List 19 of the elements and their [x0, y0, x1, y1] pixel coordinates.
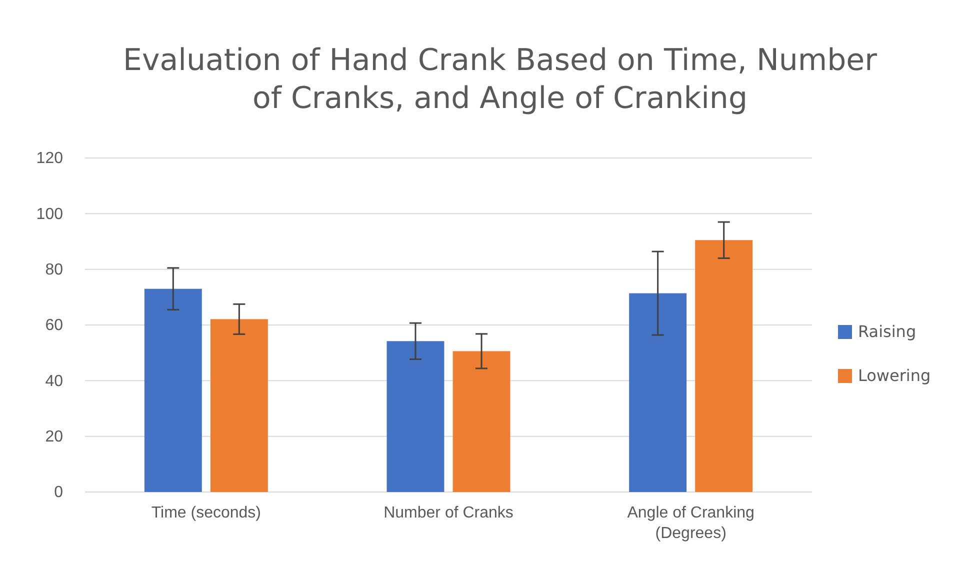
legend-label: Raising — [858, 322, 916, 341]
y-tick-label: 20 — [45, 428, 64, 446]
bar — [452, 351, 510, 492]
chart-title: Evaluation of Hand Crank Based on Time, Number of Cranks, and Angle of Cranking — [123, 43, 878, 116]
y-tick-label: 60 — [45, 317, 64, 334]
bar — [629, 293, 687, 492]
y-tick-label: 0 — [54, 484, 64, 502]
x-tick-label: Angle of Cranking (Degrees) — [627, 504, 754, 542]
y-tick-label: 100 — [36, 206, 64, 223]
bar — [210, 319, 268, 492]
y-tick-label: 120 — [36, 150, 64, 168]
y-tick-label: 40 — [45, 372, 64, 390]
bar — [695, 240, 753, 492]
x-tick-label: Number of Cranks — [384, 504, 514, 522]
legend-label: Lowering — [858, 366, 931, 385]
y-tick-label: 80 — [45, 261, 64, 278]
bar — [144, 288, 202, 492]
bar — [386, 341, 444, 492]
x-tick-label: Time (seconds) — [151, 504, 261, 522]
